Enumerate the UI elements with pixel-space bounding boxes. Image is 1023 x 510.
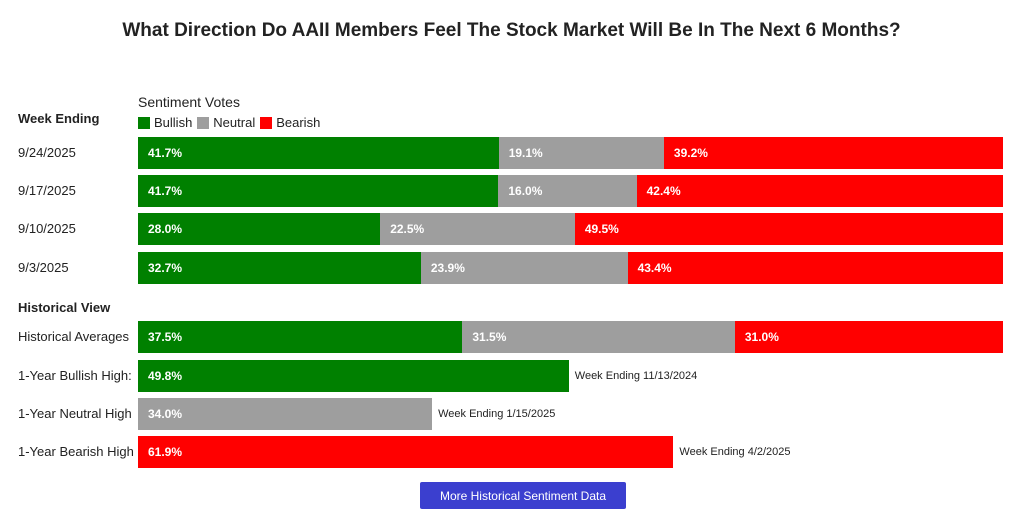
week-row-4-label: 9/3/2025 — [18, 260, 69, 275]
week-row-1-label: 9/24/2025 — [18, 145, 76, 160]
week-row-3-neutral-value: 22.5% — [390, 222, 425, 236]
bullish-high-bar: 49.8% — [138, 360, 569, 392]
week-row-2-bar: 41.7% 16.0% 42.4% — [138, 175, 1003, 207]
bearish-high-week-note: Week Ending 4/2/2025 — [679, 446, 791, 458]
legend-swatch-bearish — [260, 116, 273, 129]
bullish-high-week-note: Week Ending 11/13/2024 — [574, 370, 698, 382]
week-row-4-bar: 32.7% 23.9% 43.4% — [138, 252, 1003, 284]
week-row-3-bearish-segment: 49.5% — [574, 213, 1003, 245]
more-historical-data-button[interactable]: More Historical Sentiment Data — [420, 482, 626, 509]
neutral-high-week-note: Week Ending 1/15/2025 — [438, 408, 556, 420]
legend-label-bullish: Bullish — [154, 115, 193, 130]
week-row-3-bearish-value: 49.5% — [584, 222, 619, 236]
bearish-high-value: 61.9% — [148, 445, 183, 459]
legend-item-bullish: Bullish — [138, 115, 192, 130]
week-row-3-bullish-value: 28.0% — [148, 222, 183, 236]
week-row-1-bullish-segment: 41.7% — [138, 137, 499, 169]
week-row-2-bullish-segment: 41.7% — [138, 175, 499, 207]
neutral-high-bar: 34.0% — [138, 398, 433, 430]
week-row-2-label: 9/17/2025 — [18, 183, 76, 198]
historical-averages-bullish-value: 37.5% — [148, 330, 183, 344]
historical-averages-label: Historical Averages — [18, 329, 130, 344]
week-row-2-neutral-value: 16.0% — [508, 184, 543, 198]
bearish-high-label: 1-Year Bearish High — [18, 444, 134, 459]
legend-item-neutral: Neutral — [197, 115, 255, 130]
week-row-2-bullish-value: 41.7% — [148, 184, 183, 198]
historical-averages-bearish-segment: 31.0% — [734, 321, 1003, 353]
week-row-2-bearish-segment: 42.4% — [636, 175, 1003, 207]
legend-item-bearish: Bearish — [260, 115, 320, 130]
week-row-4-neutral-value: 23.9% — [430, 261, 465, 275]
historical-averages-neutral-segment: 31.5% — [462, 321, 735, 353]
week-row-3-bar: 28.0% 22.5% 49.5% — [138, 213, 1003, 245]
legend-label-bearish: Bearish — [276, 115, 321, 130]
historical-averages-bearish-value: 31.0% — [744, 330, 779, 344]
historical-averages-bullish-segment: 37.5% — [138, 321, 463, 353]
sentiment-votes-header: Sentiment Votes — [138, 94, 240, 110]
week-row-1-bar: 41.7% 19.1% 39.2% — [138, 137, 1003, 169]
week-row-2-bearish-value: 42.4% — [646, 184, 681, 198]
week-row-4-bearish-segment: 43.4% — [627, 252, 1003, 284]
bearish-high-bar: 61.9% — [138, 436, 674, 468]
bullish-high-label: 1-Year Bullish High: — [18, 368, 132, 383]
legend-swatch-bullish — [138, 116, 150, 129]
week-ending-header: Week Ending — [18, 111, 100, 126]
week-row-1-neutral-segment: 19.1% — [498, 137, 664, 169]
week-row-3-bullish-segment: 28.0% — [138, 213, 381, 245]
bullish-high-value: 49.8% — [148, 369, 183, 383]
historical-view-header: Historical View — [18, 300, 111, 315]
legend: Bullish Neutral Bearish — [138, 115, 325, 130]
week-row-3-neutral-segment: 22.5% — [380, 213, 575, 245]
chart-title: What Direction Do AAII Members Feel The … — [122, 20, 901, 41]
legend-swatch-neutral — [197, 116, 210, 129]
week-row-4-bullish-value: 32.7% — [148, 261, 183, 275]
week-row-1-bullish-value: 41.7% — [148, 146, 183, 160]
week-row-1-bearish-value: 39.2% — [673, 146, 708, 160]
week-row-3-label: 9/10/2025 — [18, 221, 76, 236]
week-row-4-neutral-segment: 23.9% — [420, 252, 628, 284]
week-row-4-bullish-segment: 32.7% — [138, 252, 421, 284]
week-row-2-neutral-segment: 16.0% — [498, 175, 637, 207]
week-row-1-neutral-value: 19.1% — [508, 146, 543, 160]
week-row-4-bearish-value: 43.4% — [637, 261, 672, 275]
legend-label-neutral: Neutral — [213, 115, 256, 130]
week-row-1-bearish-segment: 39.2% — [663, 137, 1003, 169]
neutral-high-value: 34.0% — [148, 407, 183, 421]
historical-averages-neutral-value: 31.5% — [472, 330, 507, 344]
historical-averages-bar: 37.5% 31.5% 31.0% — [138, 321, 1003, 353]
neutral-high-label: 1-Year Neutral High — [18, 406, 132, 421]
